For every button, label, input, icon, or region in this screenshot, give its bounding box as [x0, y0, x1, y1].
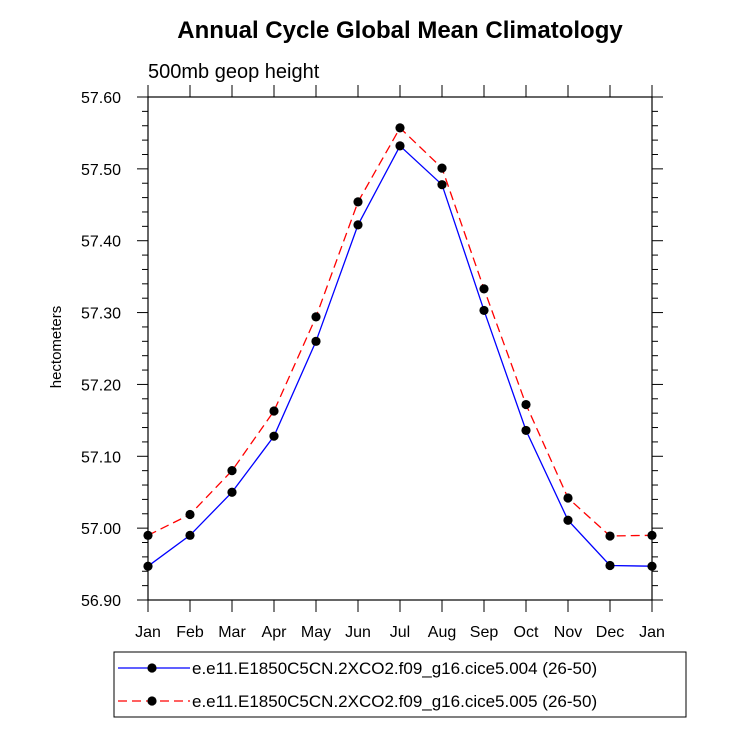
- y-axis-label: hectometers: [48, 306, 65, 389]
- x-tick-label: Apr: [262, 624, 288, 641]
- series-1-point: [395, 141, 405, 151]
- series-line-2: [147, 126, 653, 537]
- legend-entries: e.e11.E1850C5CN.2XCO2.f09_g16.cice5.004 …: [118, 659, 597, 711]
- y-tick-label: 57.30: [81, 306, 121, 323]
- plot-frame: [147, 96, 653, 601]
- series-2-point: [647, 530, 657, 540]
- series-2-point: [521, 399, 531, 410]
- legend-box: [113, 651, 687, 718]
- x-tick-label: Nov: [554, 624, 582, 641]
- x-tick-label: Feb: [176, 624, 204, 641]
- y-tick-label: 57.60: [81, 90, 121, 107]
- series-2-point: [563, 493, 573, 503]
- series-2-point: [227, 466, 237, 476]
- x-tick-label: Oct: [514, 624, 539, 641]
- y-tick-label: 56.90: [81, 593, 121, 610]
- chart-title: Annual Cycle Global Mean Climatology: [177, 17, 623, 44]
- x-tick-label: Jan: [135, 624, 161, 641]
- y-tick-label: 57.00: [81, 521, 121, 538]
- x-tick-label: May: [301, 624, 331, 641]
- series-1-point: [227, 487, 237, 497]
- series-2-point: [353, 197, 363, 207]
- series-2-point: [143, 530, 153, 540]
- x-tick-label: Jan: [639, 624, 665, 641]
- series-1-point: [185, 530, 195, 540]
- series-1-point: [479, 305, 489, 316]
- series-1-point: [269, 431, 279, 441]
- series-2-point: [395, 123, 405, 133]
- series-1-point: [143, 561, 153, 571]
- x-tick-label: Mar: [218, 624, 246, 641]
- series-2-point: [437, 163, 447, 173]
- series-2-point: [605, 531, 615, 541]
- series-1-point: [437, 180, 447, 190]
- y-tick-label: 57.40: [81, 234, 121, 251]
- x-axis-tick-labels: Jan Feb Mar Apr May Jun Jul Aug Sep Oct Nov Dec Jan: [135, 624, 665, 641]
- legend-label-2: e.e11.E1850C5CN.2XCO2.f09_g16.cice5.005 …: [192, 692, 597, 711]
- series-1-point: [647, 561, 657, 571]
- x-tick-label: Jun: [345, 624, 371, 641]
- series-2-point: [185, 509, 195, 520]
- x-tick-label: Dec: [596, 624, 624, 641]
- series-1-point: [353, 220, 363, 230]
- legend-marker-1: [147, 663, 157, 673]
- x-tick-label: Jul: [390, 624, 410, 641]
- y-tick-label: 57.50: [81, 162, 121, 179]
- x-tick-label: Sep: [470, 624, 499, 641]
- series-line-1: [147, 144, 653, 567]
- x-axis-ticks: [147, 85, 653, 612]
- y-tick-label: 57.10: [81, 449, 121, 466]
- series-2-point: [269, 406, 279, 416]
- series-1-point: [563, 515, 573, 525]
- y-tick-label: 57.20: [81, 377, 121, 394]
- y-axis-ticks: [137, 96, 663, 601]
- x-tick-label: Aug: [428, 624, 456, 641]
- series-1-point: [605, 560, 615, 571]
- chart-subtitle: 500mb geop height: [148, 61, 320, 83]
- legend-label-1: e.e11.E1850C5CN.2XCO2.f09_g16.cice5.004 …: [192, 659, 597, 678]
- series-layer: [143, 123, 657, 571]
- legend-marker-2: [147, 696, 157, 706]
- series-2-point: [479, 284, 489, 294]
- series-2-point: [311, 312, 321, 322]
- series-1-point: [311, 336, 321, 346]
- legend: e.e11.E1850C5CN.2XCO2.f09_g16.cice5.004 …: [113, 651, 687, 718]
- y-axis-tick-labels: 56.90 57.00 57.10 57.20 57.30 57.40 57.50 57.60: [81, 90, 121, 610]
- series-1-point: [521, 425, 531, 436]
